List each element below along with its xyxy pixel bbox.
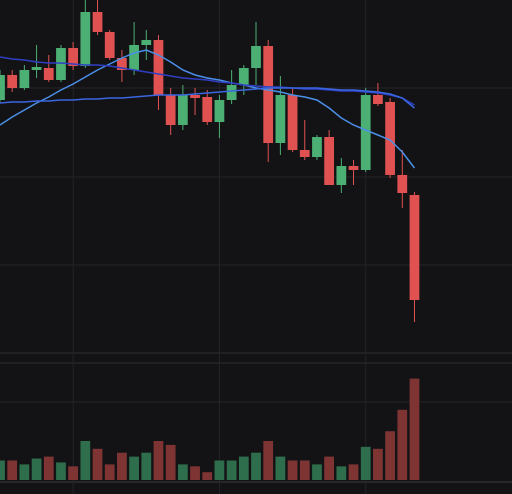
candle-body	[348, 166, 359, 170]
volume-bar	[7, 460, 18, 480]
candle-body	[92, 12, 103, 32]
volume-bar	[263, 441, 274, 480]
volume-bar	[92, 448, 103, 480]
volume-bar	[312, 464, 322, 480]
candle-body	[68, 48, 79, 66]
volume-bar	[68, 466, 79, 480]
volume-bar	[177, 464, 188, 480]
moving-average-line	[0, 87, 415, 109]
volume-bar	[129, 456, 139, 480]
volume-bar	[299, 460, 310, 480]
candle-body	[202, 97, 213, 122]
candle-body	[117, 58, 127, 70]
volume-bar	[0, 460, 5, 480]
candle-body	[7, 75, 18, 88]
volume-bar	[336, 466, 347, 480]
candle-body	[153, 40, 164, 95]
candle-body	[336, 166, 347, 185]
volume-bar	[117, 452, 127, 480]
volume-bar	[190, 466, 200, 480]
candle-body	[324, 137, 335, 185]
volume-bar	[202, 472, 213, 480]
candle-body	[238, 68, 249, 85]
candle-body	[312, 137, 322, 157]
candle-body	[104, 32, 115, 58]
candle-body	[287, 95, 298, 150]
volume-bar	[43, 456, 54, 480]
candle-body	[177, 95, 188, 125]
candle-body	[214, 100, 225, 122]
volume-bar	[360, 446, 371, 480]
candle-body	[129, 45, 139, 70]
candle-body	[190, 95, 200, 98]
volume-bar	[31, 458, 42, 480]
volume-bar	[251, 452, 261, 480]
candle-body	[80, 12, 91, 66]
volume-bar	[238, 456, 249, 480]
volume-bar	[287, 460, 298, 480]
candle-body	[141, 40, 152, 45]
candle-body	[385, 102, 395, 175]
volume-bar	[226, 460, 237, 480]
volume-bar	[80, 441, 91, 480]
candle-body	[409, 195, 420, 300]
candle-body	[275, 95, 286, 143]
volume-bar	[373, 448, 383, 480]
candle-body	[31, 67, 42, 70]
volume-bar	[153, 441, 164, 480]
candle-body	[360, 95, 371, 170]
candle-body	[19, 70, 30, 88]
volume-bar	[56, 462, 66, 480]
candle-body	[0, 75, 5, 100]
candle-body	[165, 95, 176, 125]
candle-body	[251, 46, 261, 68]
volume-bar	[275, 456, 286, 480]
volume-bar	[385, 431, 395, 480]
candle-body	[373, 95, 383, 104]
volume-bar	[324, 456, 335, 480]
candle-body	[397, 175, 408, 193]
candle-body	[226, 85, 237, 100]
volume-bar	[104, 464, 115, 480]
volume-bar	[409, 378, 420, 480]
volume-bar	[397, 409, 408, 480]
candle-body	[299, 150, 310, 157]
volume-bar	[348, 464, 359, 480]
candle-body	[263, 46, 274, 143]
volume-bar	[19, 464, 30, 480]
candle-body	[43, 68, 54, 80]
volume-bar	[165, 444, 176, 480]
moving-average-line	[0, 49, 416, 169]
moving-average-line	[0, 56, 415, 106]
volume-bar	[141, 452, 152, 480]
volume-bar	[214, 460, 225, 480]
candle-body	[56, 48, 66, 80]
